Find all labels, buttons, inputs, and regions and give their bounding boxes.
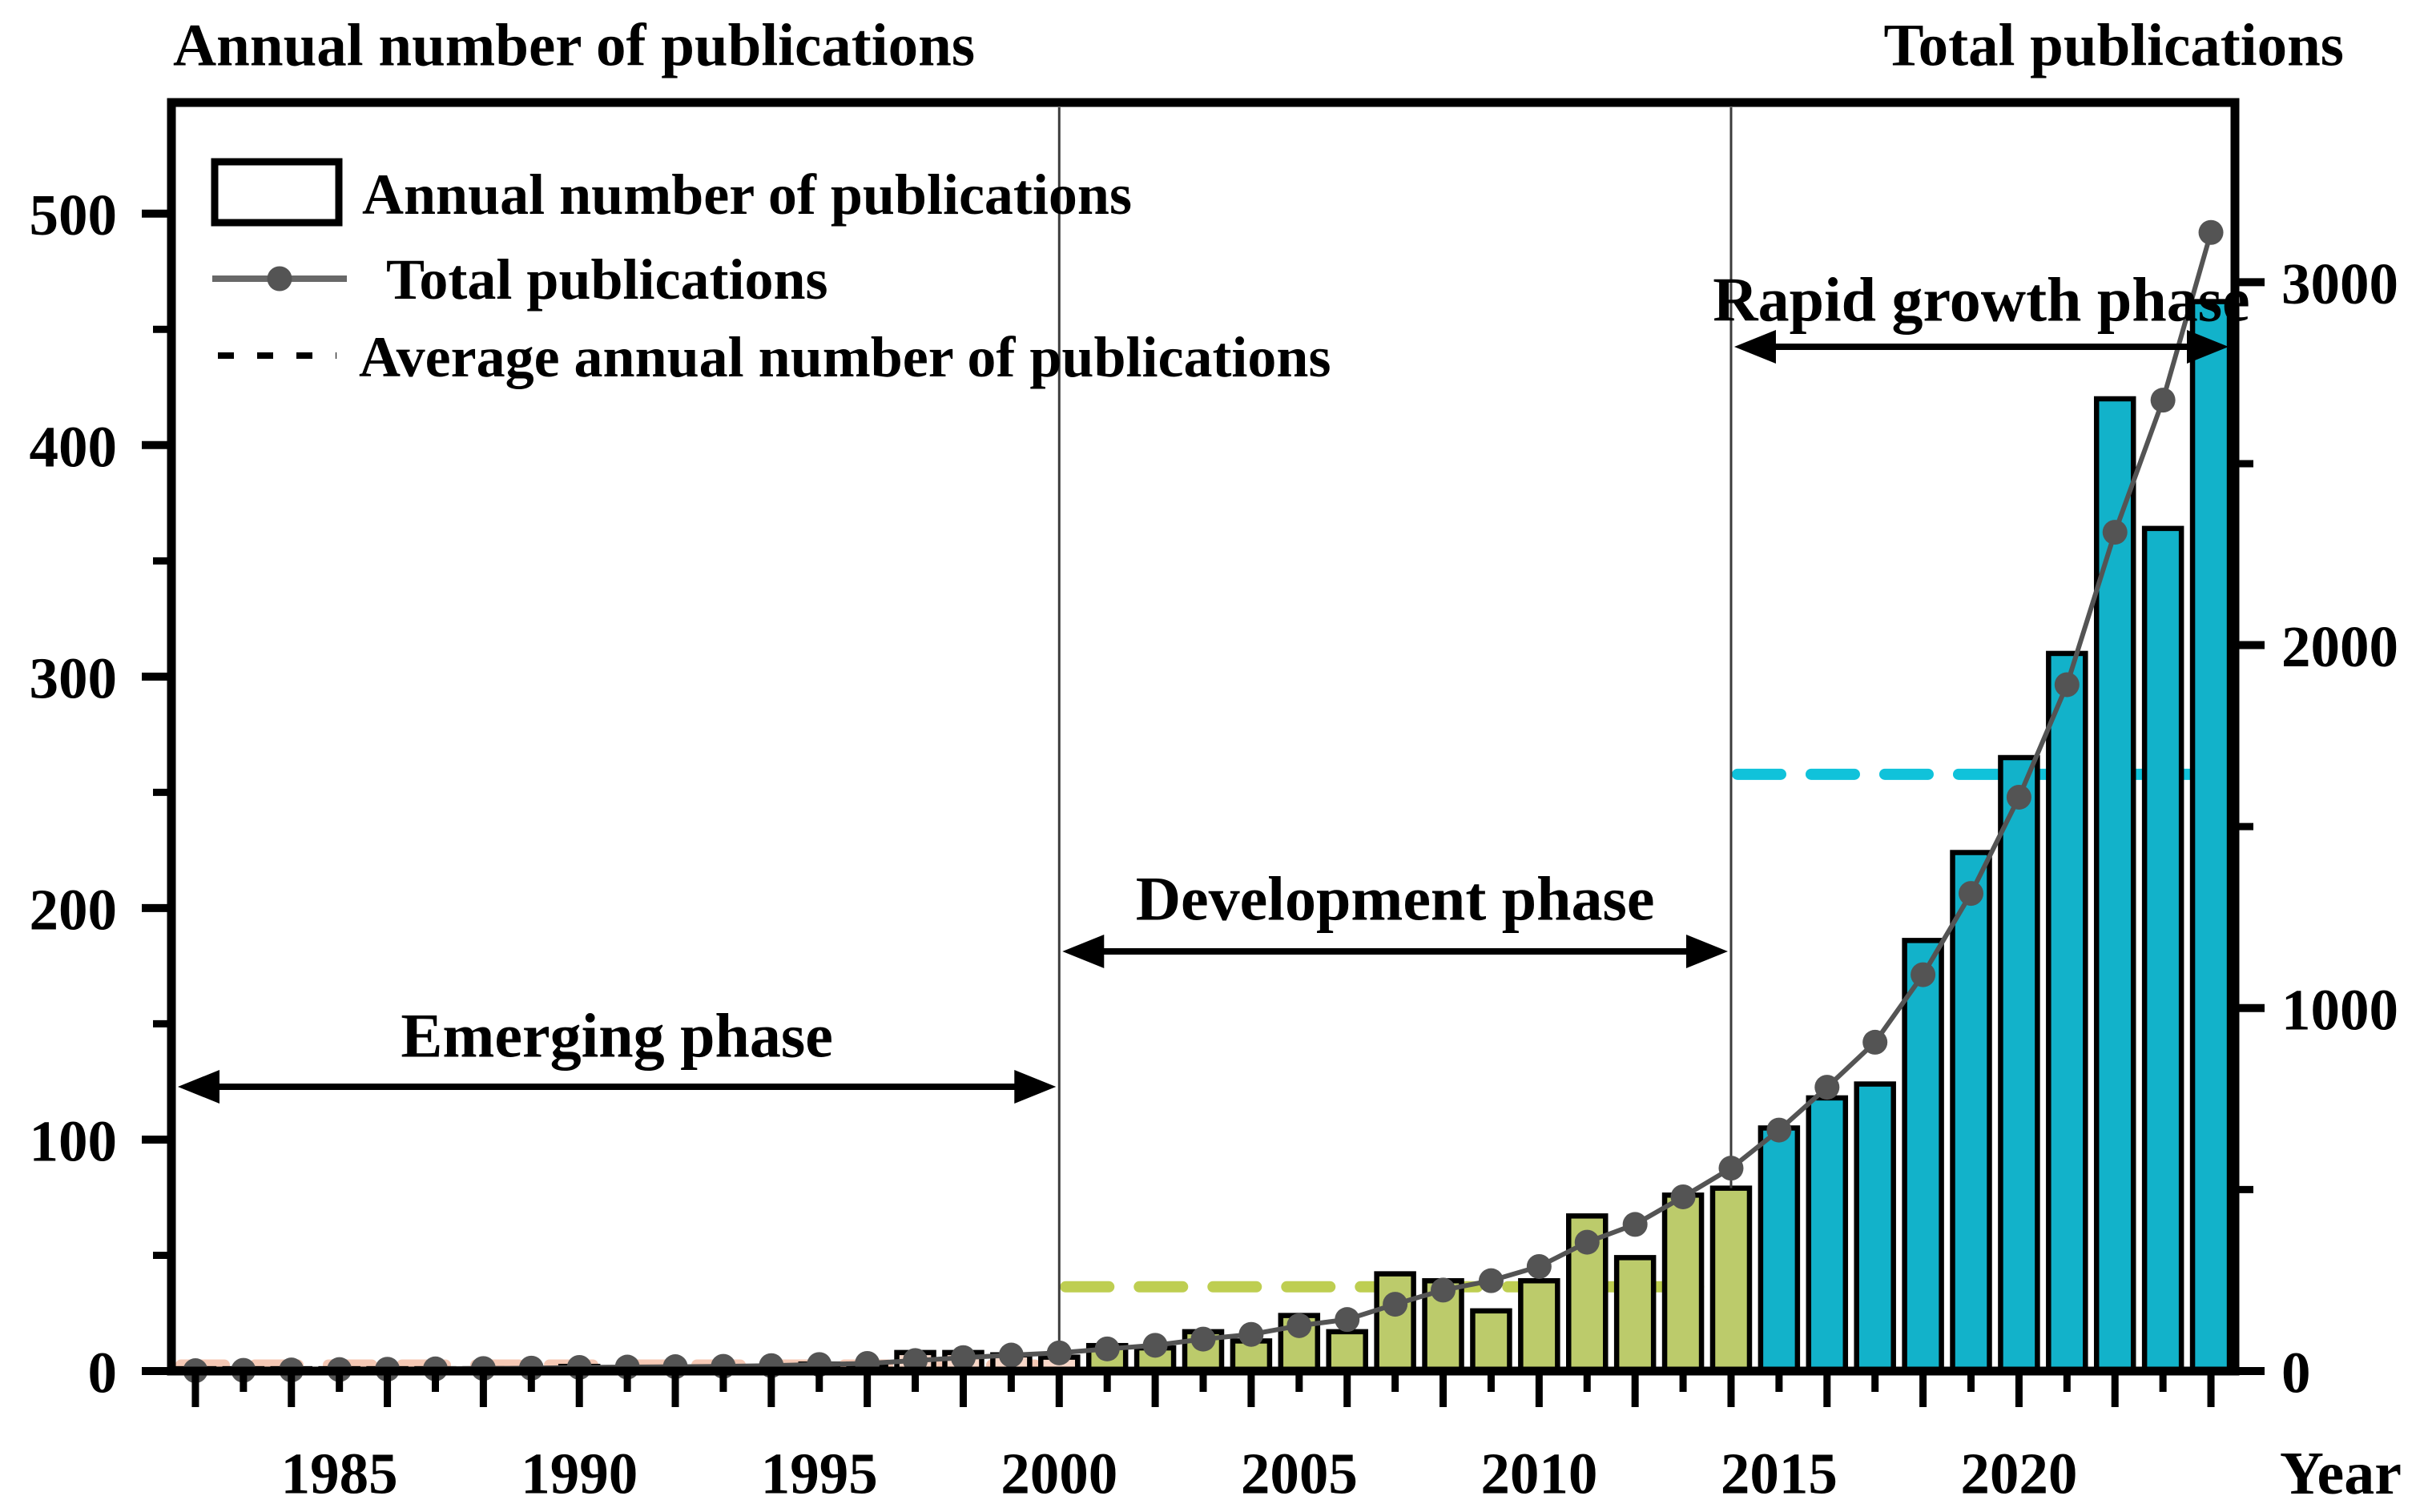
bar-2007 bbox=[1374, 1271, 1416, 1374]
bar-2024 bbox=[2189, 299, 2233, 1374]
phase-arrow-head-left bbox=[178, 1070, 219, 1104]
legend-item-total: Total publications bbox=[212, 247, 828, 312]
legend-item-annual: Annual number of publications bbox=[211, 158, 1132, 227]
phase-arrow-head-right bbox=[2187, 330, 2229, 364]
left-tick-label-100: 100 bbox=[30, 1108, 118, 1173]
phase-divider-layer bbox=[1057, 107, 1733, 1357]
right-tick-label-2000: 2000 bbox=[2281, 614, 2398, 679]
left-axis-title: Annual number of publications bbox=[173, 13, 975, 79]
left-tick-label-500: 500 bbox=[30, 183, 118, 247]
bar-2022 bbox=[2093, 396, 2136, 1374]
right-tick-label-0: 0 bbox=[2281, 1341, 2311, 1405]
bar-2016 bbox=[1806, 1095, 1849, 1374]
total-point-2003 bbox=[1190, 1326, 1216, 1352]
bar-2017 bbox=[1854, 1081, 1896, 1374]
bar-2012 bbox=[1613, 1255, 1657, 1374]
bar-2013 bbox=[1661, 1192, 1705, 1374]
total-point-1998 bbox=[950, 1345, 976, 1370]
total-point-2011 bbox=[1574, 1229, 1600, 1255]
line-dot-swatch-marker bbox=[267, 266, 292, 292]
phase-annotation-3: Rapid growth phase bbox=[1713, 265, 2250, 364]
total-point-2024 bbox=[2198, 219, 2224, 245]
total-point-2022 bbox=[2102, 520, 2128, 545]
total-point-2010 bbox=[1526, 1253, 1552, 1279]
phase-arrow-head-left bbox=[1062, 935, 1105, 968]
phase-annotation-2: Development phase bbox=[1062, 864, 1728, 968]
total-point-2004 bbox=[1238, 1321, 1264, 1347]
total-point-2001 bbox=[1094, 1336, 1120, 1361]
bar-outline-swatch bbox=[211, 158, 343, 227]
legend-item-label: Annual number of publications bbox=[362, 163, 1132, 227]
phase-label-1: Emerging phase bbox=[401, 1001, 833, 1071]
total-point-2020 bbox=[2006, 784, 2031, 810]
phase-label-2: Development phase bbox=[1136, 864, 1655, 934]
bar-2020 bbox=[1998, 754, 2040, 1374]
total-point-2009 bbox=[1478, 1268, 1504, 1293]
axes-layer: 0 100 200 300 400 500 0 1000 2000 3000 1985 1990 199… bbox=[30, 98, 2398, 1506]
x-tick-label-1990: 1990 bbox=[521, 1442, 638, 1506]
bar-2019 bbox=[1950, 850, 1992, 1374]
x-axis-title: Year bbox=[2280, 1440, 2402, 1507]
left-tick-label-0: 0 bbox=[88, 1341, 118, 1405]
total-point-2013 bbox=[1670, 1184, 1696, 1209]
x-tick-label-2000: 2000 bbox=[1001, 1442, 1117, 1506]
right-axis-title: Total publications bbox=[1883, 13, 2344, 79]
bar-2018 bbox=[1902, 938, 1944, 1374]
total-point-2008 bbox=[1431, 1277, 1456, 1303]
total-point-2018 bbox=[1911, 962, 1936, 987]
total-point-2002 bbox=[1142, 1333, 1168, 1358]
plot-frame bbox=[167, 98, 2240, 1376]
legend-item-label: Average annual number of publications bbox=[359, 325, 1331, 389]
phase-label-3: Rapid growth phase bbox=[1713, 265, 2249, 335]
x-tick-label-2020: 2020 bbox=[1960, 1442, 2077, 1506]
total-point-2015 bbox=[1766, 1117, 1792, 1143]
left-tick-label-200: 200 bbox=[30, 877, 118, 942]
bar-2015 bbox=[1758, 1125, 1801, 1374]
bar-2009 bbox=[1470, 1308, 1512, 1374]
legend-item-average: Average annual number of publications bbox=[218, 325, 1331, 389]
total-point-2006 bbox=[1335, 1307, 1360, 1333]
legend: Annual number of publications Total publ… bbox=[211, 158, 1331, 389]
total-point-2014 bbox=[1718, 1156, 1744, 1181]
left-tick-label-300: 300 bbox=[30, 645, 118, 710]
total-point-2000 bbox=[1046, 1340, 1072, 1365]
x-tick-label-1985: 1985 bbox=[281, 1442, 398, 1506]
total-point-2007 bbox=[1383, 1292, 1408, 1317]
bar-2023 bbox=[2141, 525, 2184, 1374]
phase-annotation-layer: Emerging phase Development phase Rapid gro… bbox=[178, 265, 2250, 1104]
phase-annotation-1: Emerging phase bbox=[178, 1001, 1057, 1104]
total-point-2012 bbox=[1622, 1212, 1648, 1237]
phase-arrow-head-right bbox=[1685, 935, 1728, 968]
x-tick-label-2015: 2015 bbox=[1721, 1442, 1838, 1506]
bar-2014 bbox=[1709, 1185, 1753, 1374]
x-tick-label-2010: 2010 bbox=[1480, 1442, 1597, 1506]
legend-item-label: Total publications bbox=[386, 247, 828, 312]
bar-2010 bbox=[1518, 1278, 1560, 1374]
bar-2006 bbox=[1326, 1329, 1368, 1374]
total-point-2005 bbox=[1286, 1313, 1312, 1338]
x-tick-label-1995: 1995 bbox=[761, 1442, 878, 1506]
phase-arrow-head-right bbox=[1014, 1070, 1057, 1104]
total-point-1999 bbox=[998, 1342, 1024, 1368]
bars-layer bbox=[174, 299, 2233, 1374]
total-point-2023 bbox=[2150, 388, 2176, 413]
total-point-2017 bbox=[1862, 1029, 1888, 1055]
x-tick-label-2005: 2005 bbox=[1241, 1442, 1358, 1506]
total-point-2016 bbox=[1814, 1075, 1840, 1100]
total-line-layer bbox=[183, 219, 2224, 1384]
phase-arrow-head-left bbox=[1733, 330, 1776, 364]
left-tick-label-400: 400 bbox=[30, 414, 118, 479]
bar-2021 bbox=[2046, 650, 2088, 1374]
right-tick-label-1000: 1000 bbox=[2281, 977, 2398, 1042]
right-tick-label-3000: 3000 bbox=[2281, 251, 2398, 316]
total-point-2019 bbox=[1959, 881, 1984, 907]
total-point-2021 bbox=[2054, 672, 2080, 698]
